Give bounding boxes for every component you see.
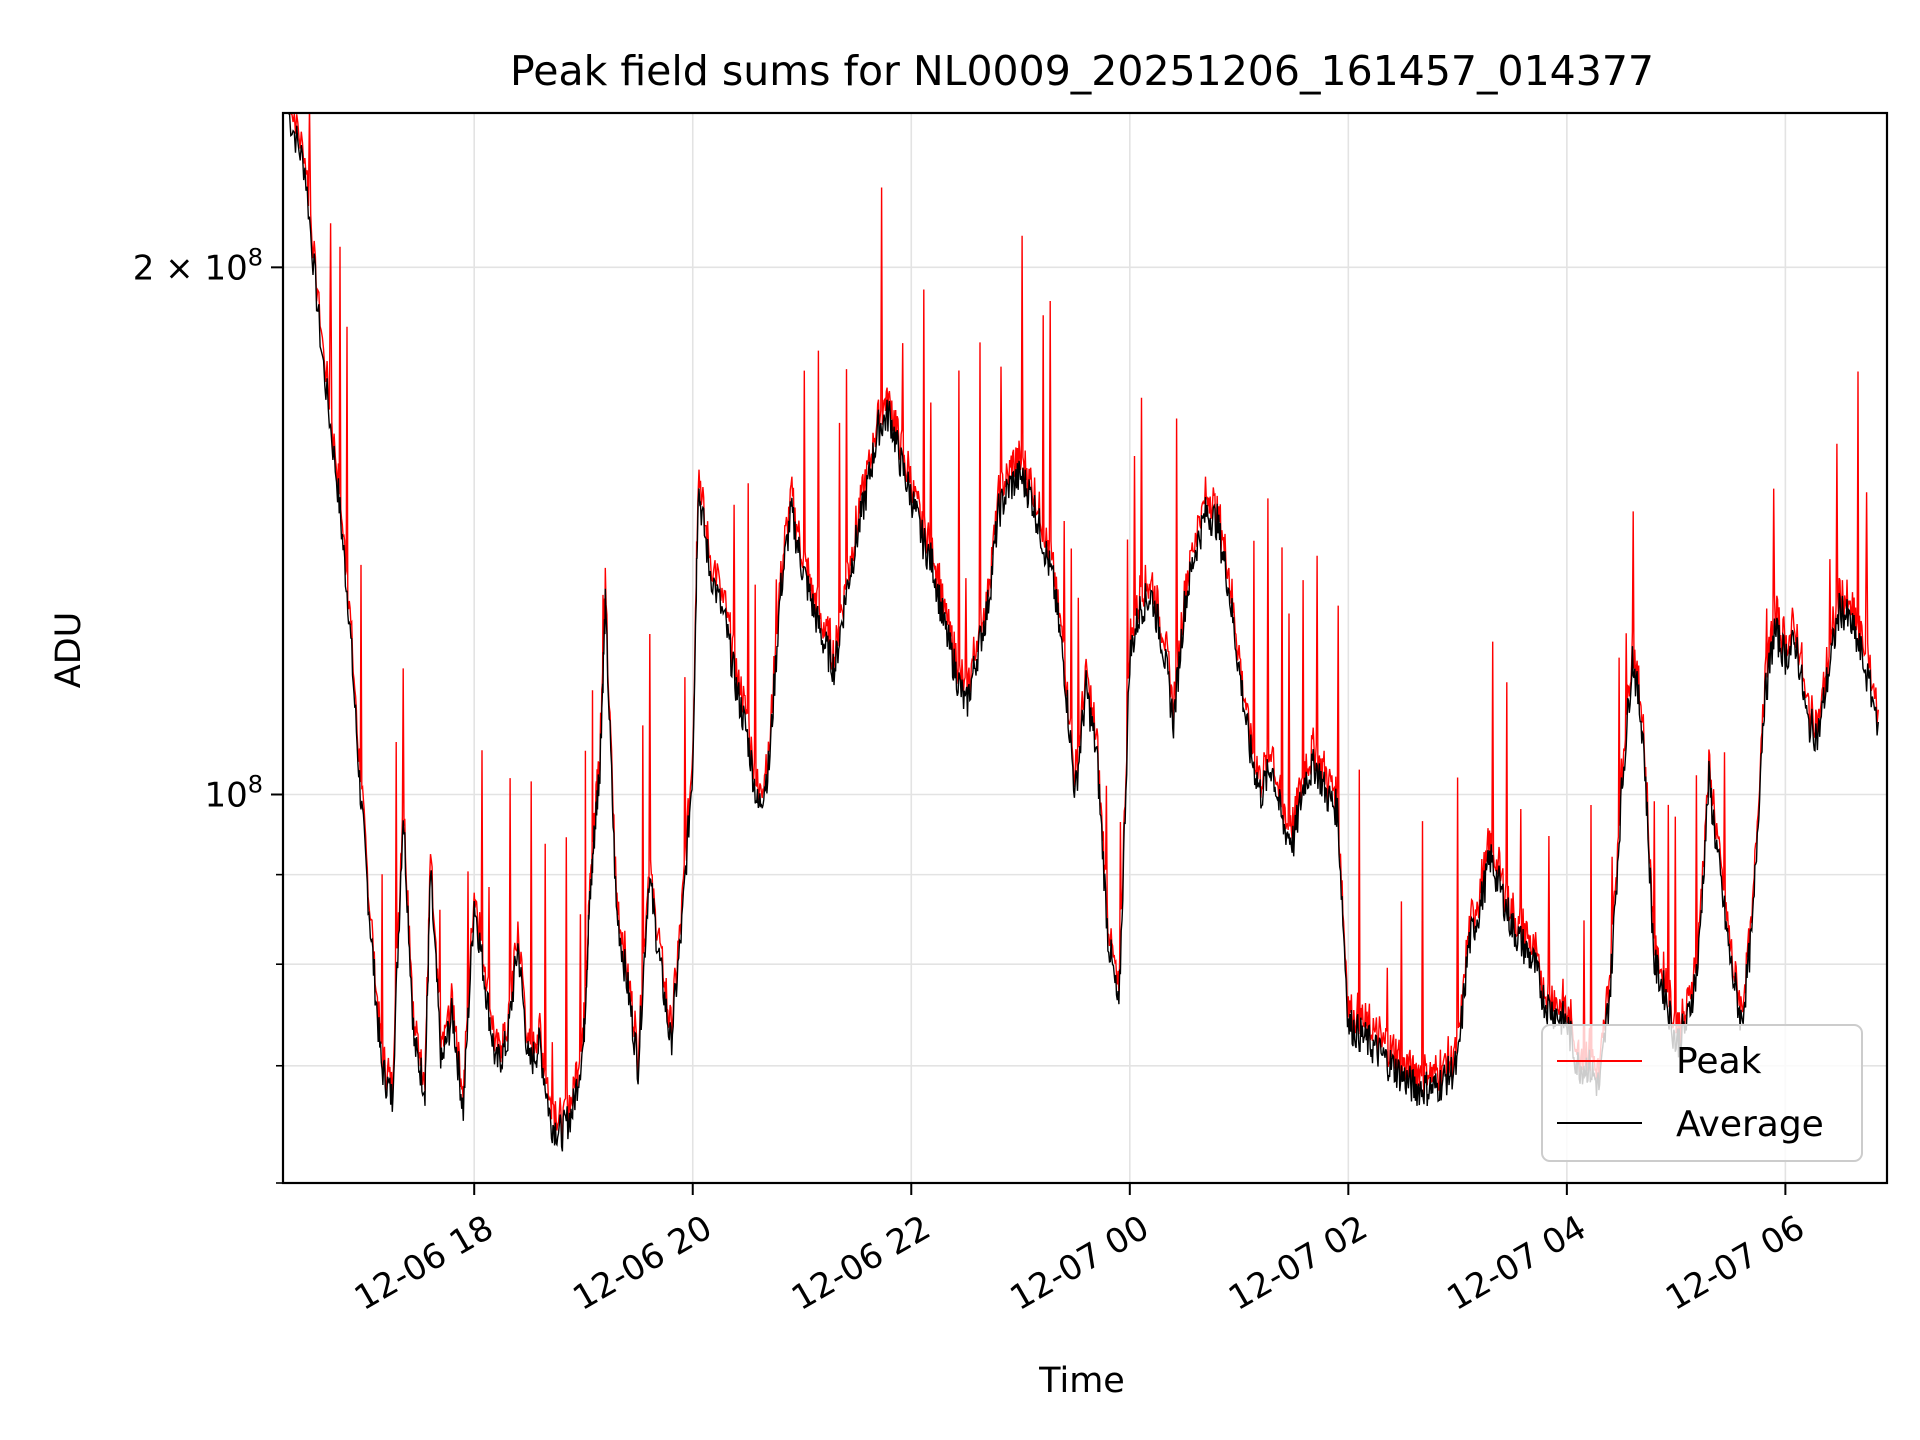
plot-frame	[281, 111, 1889, 1185]
legend: Peak Average	[1541, 1024, 1863, 1162]
x-axis-label: Time	[1038, 1361, 1125, 1401]
y-tick-label: 2 × 108	[133, 243, 263, 288]
chart-title: Peak field sums for NL0009_20251206_1614…	[510, 47, 1654, 95]
legend-label-average: Average	[1676, 1104, 1824, 1145]
legend-label-peak: Peak	[1676, 1041, 1762, 1082]
y-tick-label: 108	[204, 771, 263, 816]
series-line-average	[287, 113, 1879, 1152]
series-layer	[287, 113, 1879, 1152]
y-axis-ticks: 108 2 × 108	[133, 243, 283, 1184]
y-axis-label: ADU	[49, 612, 89, 689]
legend-box	[1541, 1024, 1863, 1162]
